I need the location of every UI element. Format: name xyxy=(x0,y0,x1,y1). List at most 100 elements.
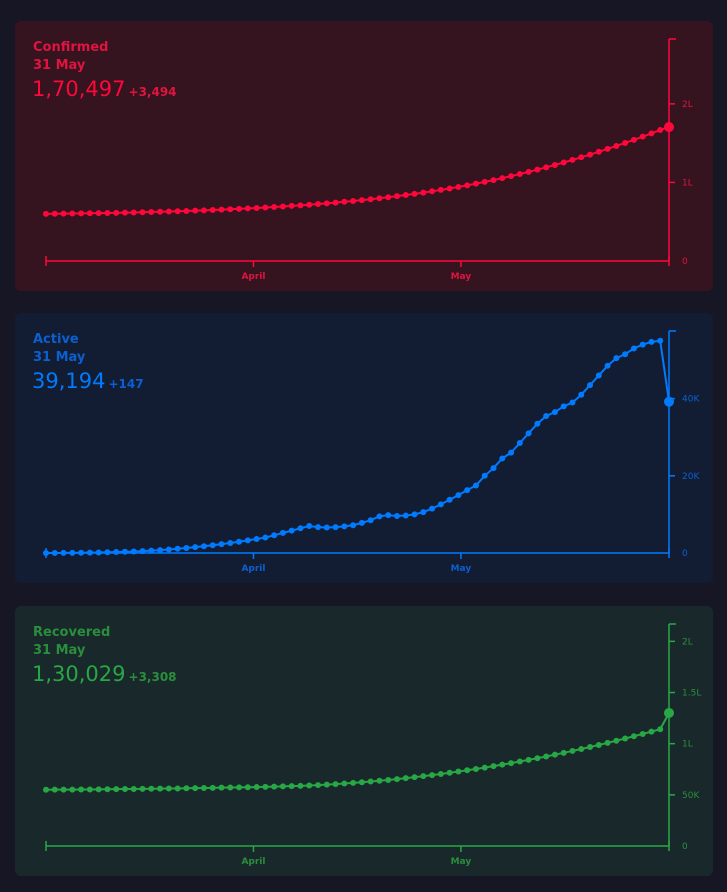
data-point xyxy=(43,210,49,217)
data-point xyxy=(437,501,444,508)
panel-count: 1,70,497 +3,494 xyxy=(32,76,177,105)
data-point xyxy=(657,726,664,733)
data-point xyxy=(174,785,181,792)
data-point xyxy=(306,782,313,789)
data-point xyxy=(648,338,655,345)
count-delta: +3,494 xyxy=(128,85,177,99)
data-point xyxy=(490,465,497,472)
data-point xyxy=(455,183,462,190)
data-point xyxy=(411,511,418,518)
data-point xyxy=(51,786,58,793)
data-point xyxy=(95,210,102,217)
data-point xyxy=(358,519,365,526)
data-point xyxy=(543,753,550,760)
data-point xyxy=(587,382,594,389)
data-point xyxy=(51,549,58,556)
data-point xyxy=(78,549,85,556)
data-point xyxy=(551,161,558,168)
data-point xyxy=(200,784,207,791)
panel-date: 31 May xyxy=(33,58,86,73)
data-point xyxy=(464,487,471,494)
data-point xyxy=(192,207,199,214)
data-point xyxy=(622,351,629,358)
data-point xyxy=(358,197,365,204)
data-point xyxy=(385,776,392,783)
data-point xyxy=(481,764,488,771)
data-point xyxy=(86,210,93,217)
y-tick-label: 0 xyxy=(682,549,688,559)
data-point xyxy=(332,781,339,788)
data-point xyxy=(525,756,532,763)
panel-title: Active xyxy=(33,332,79,347)
data-point xyxy=(657,337,664,344)
data-point xyxy=(253,784,260,791)
data-point xyxy=(639,341,646,348)
data-point xyxy=(639,730,646,737)
panel-date: 31 May xyxy=(33,643,86,658)
data-point xyxy=(236,784,243,791)
chart-active: 0 20K 40K April May xyxy=(43,330,700,574)
panel-active[interactable]: 0 20K 40K April May Active 31 May 39,194 +147 xyxy=(15,313,713,583)
data-point xyxy=(288,527,295,534)
data-point xyxy=(578,391,585,398)
data-point xyxy=(306,201,313,208)
data-point xyxy=(587,151,594,158)
panel-recovered[interactable]: 0 50K 1L 1.5L 2L April May Recovered 31 May 1,… xyxy=(15,606,713,876)
data-point xyxy=(209,784,216,791)
data-point xyxy=(657,126,664,133)
data-point xyxy=(516,440,523,446)
data-point xyxy=(341,523,348,530)
data-point xyxy=(244,537,251,544)
data-point xyxy=(218,541,225,548)
panel-count: 39,194 +147 xyxy=(32,368,144,397)
data-point xyxy=(630,345,637,352)
data-point xyxy=(367,196,374,203)
data-point xyxy=(455,492,462,499)
data-point xyxy=(367,778,374,785)
data-point xyxy=(262,534,269,541)
data-point xyxy=(472,765,479,772)
data-point xyxy=(244,205,251,212)
series-line xyxy=(45,126,670,215)
data-point xyxy=(587,744,594,750)
data-point xyxy=(297,525,304,532)
panel-confirmed[interactable]: 0 1L 2L April May Confirmed 31 May 1,70,497 +… xyxy=(15,21,713,291)
data-point xyxy=(604,145,611,152)
data-point xyxy=(393,512,400,519)
chart-recovered: 0 50K 1L 1.5L 2L April May xyxy=(43,623,701,867)
data-point xyxy=(95,549,102,556)
data-point xyxy=(534,166,541,173)
data-point xyxy=(367,517,374,524)
data-point xyxy=(192,785,199,792)
data-point xyxy=(569,747,576,754)
data-point xyxy=(113,786,120,793)
data-point xyxy=(393,193,400,200)
data-point xyxy=(464,182,471,189)
y-tick-label: 2L xyxy=(682,100,693,110)
data-point xyxy=(630,733,637,740)
data-point xyxy=(183,544,190,551)
data-point xyxy=(350,522,357,529)
data-point xyxy=(253,536,260,543)
data-point xyxy=(464,767,471,774)
data-point xyxy=(297,202,304,209)
data-point xyxy=(244,784,251,791)
data-point xyxy=(630,136,637,143)
data-point xyxy=(437,186,444,193)
data-point xyxy=(472,180,479,187)
data-point xyxy=(157,208,164,215)
data-point xyxy=(385,194,392,201)
data-point xyxy=(350,779,357,786)
data-point xyxy=(648,728,655,735)
x-tick-label: April xyxy=(241,564,265,574)
data-point xyxy=(253,205,260,212)
data-point xyxy=(613,355,620,362)
data-point xyxy=(271,532,278,539)
data-point xyxy=(376,195,383,202)
data-point xyxy=(499,175,506,182)
x-tick-label: April xyxy=(241,272,265,282)
data-point xyxy=(209,207,216,214)
data-point xyxy=(315,782,322,789)
data-point xyxy=(578,154,585,161)
data-point xyxy=(86,786,93,793)
